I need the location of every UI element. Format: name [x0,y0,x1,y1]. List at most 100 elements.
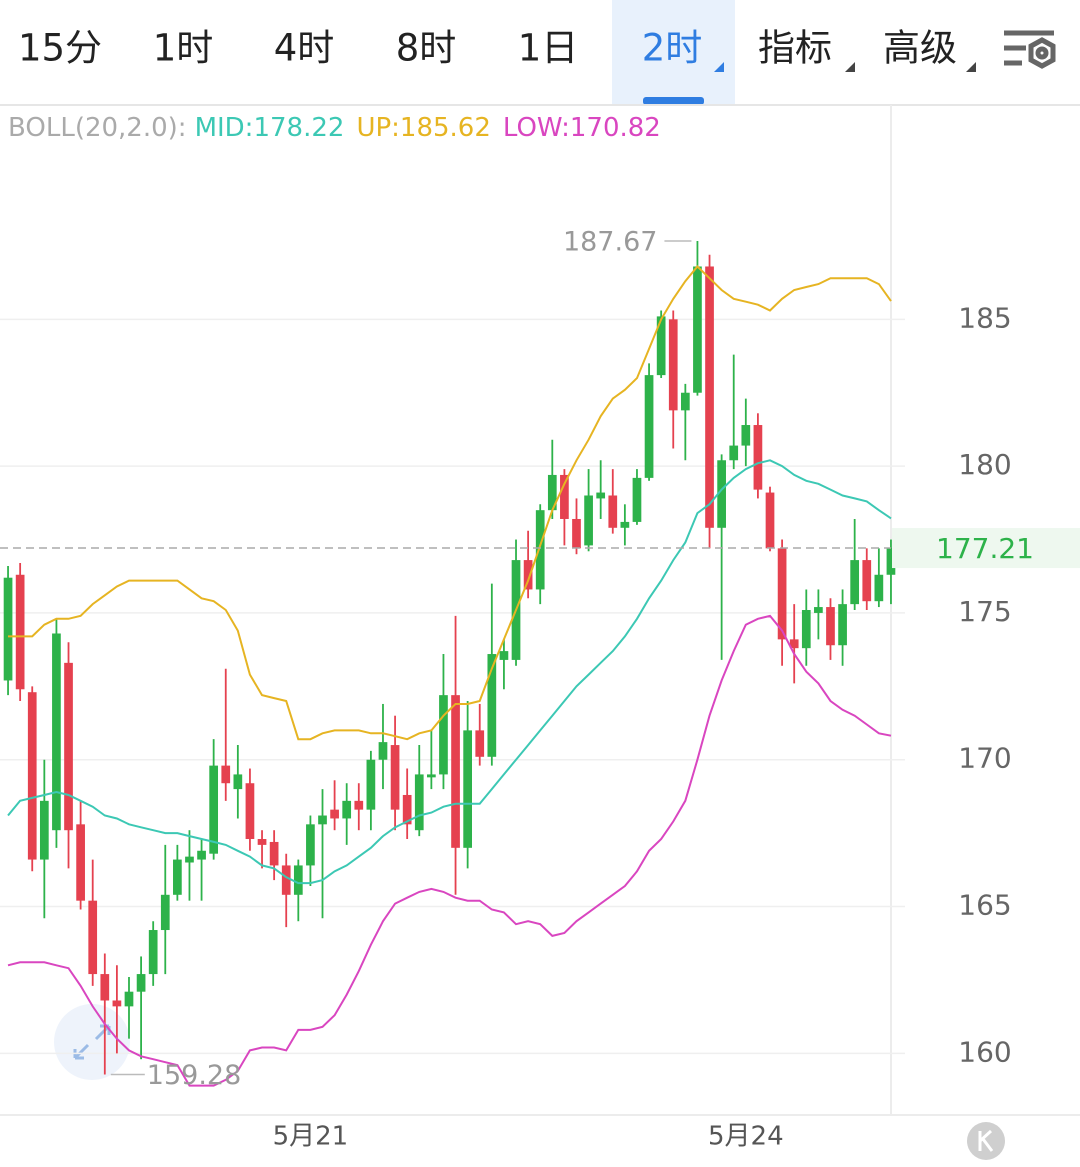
candle-body [257,839,267,845]
settings-icon[interactable] [1004,30,1056,69]
tab[interactable]: 4时 [274,27,335,70]
candle-body [584,495,593,546]
candle-body [439,695,448,775]
candle-body [390,745,400,810]
candle-body [777,548,787,640]
y-tick-label: 160 [958,1035,1011,1068]
candle-body [100,974,110,1001]
candle-body [862,560,872,602]
candle-body [306,824,315,866]
candle-body [475,730,485,757]
candle-body [112,1000,122,1007]
candle-body [523,560,533,590]
legend-value: 178.22 [253,113,344,143]
candle-body [620,521,630,528]
candle-body [318,815,327,825]
candle-body [560,474,569,519]
k-icon [978,1129,994,1152]
legend-name: MID: [195,113,254,143]
candle-body [850,560,860,605]
dropdown-caret [714,62,724,72]
candle-body [705,266,714,528]
candle-body [221,765,231,784]
indicator-label: BOLL(20,2.0): [8,113,187,143]
candle-body [753,425,763,490]
tab[interactable]: 1日 [518,27,579,70]
candle-body [281,865,291,895]
candle-body [874,574,884,602]
candle-body [886,548,896,575]
candle-body [148,930,158,975]
max-label: 187.67 [563,226,657,257]
candle-body [330,809,339,819]
y-tick-label: 170 [958,742,1011,775]
candle-body [814,607,823,613]
legend-name: UP: [356,113,399,143]
candle-body [209,765,219,854]
candle-body [826,607,835,646]
candle-body [245,783,255,840]
candle-body [535,510,545,590]
candle-body [378,742,388,760]
boll-line [8,265,892,741]
candle-body [27,692,37,860]
candle-body [668,319,678,411]
candle-body [15,574,25,690]
current-price-label: 177.21 [936,532,1034,565]
candle-body [173,859,182,895]
candle-body [741,425,751,446]
legend-name: LOW: [503,113,570,143]
candle-body [693,266,702,393]
candle-body [88,900,98,975]
candle-body [76,824,85,901]
candle-body [354,800,364,810]
tab[interactable]: 15分 [18,27,102,70]
candle-body [39,800,49,860]
min-label: 159.28 [147,1060,241,1091]
legend-value: 185.62 [400,113,491,143]
candle-body [136,974,146,992]
candle-body [427,774,436,778]
tab[interactable]: 1时 [153,27,214,70]
candle-body [52,633,61,831]
candle-body [596,492,606,499]
candle-body [717,460,726,528]
candle-body [124,991,134,1007]
dropdown-caret [966,62,976,72]
tab[interactable]: 高级 [883,27,957,70]
boll-line [7,614,892,1087]
candle-body [608,495,618,528]
current-price-box [892,528,1080,569]
candle-body [451,695,460,848]
tab[interactable]: 2时 [642,27,703,70]
candle-body [185,856,194,863]
candle-body [342,800,352,819]
y-tick-label: 165 [958,889,1011,922]
tab[interactable]: 8时 [396,27,457,70]
candle-body [789,639,799,649]
candle-body [765,492,775,549]
candle-body [644,375,654,478]
candle-body [269,841,279,866]
tab[interactable]: 指标 [758,27,832,70]
active-tab-indicator [643,97,704,105]
candle-body [680,392,690,411]
y-tick-label: 180 [958,448,1011,481]
candle-body [366,759,376,810]
legend-value: 170.82 [570,113,661,143]
y-tick-label: 185 [958,301,1011,334]
x-tick-label: 5月21 [273,1122,349,1152]
legend: BOLL(20,2.0): MID:178.22 UP:185.62 LOW:170.… [8,113,661,143]
candle-body [3,577,13,681]
candle-body [572,518,581,549]
candle-body [414,774,424,831]
x-tick-label: 5月24 [708,1122,784,1152]
candle-body [547,474,557,511]
candle-body [838,604,847,646]
candle-body [463,730,472,848]
expand-button[interactable] [54,1004,130,1080]
y-tick-label: 175 [958,595,1011,628]
candle-body [499,651,509,660]
